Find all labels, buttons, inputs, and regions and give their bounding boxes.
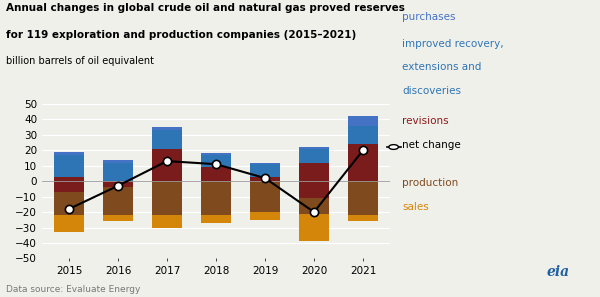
Bar: [250, 176, 280, 181]
Point: [309, 210, 319, 214]
Text: eia: eia: [547, 265, 569, 279]
Bar: [250, 212, 280, 220]
Text: billion barrels of oil equivalent: billion barrels of oil equivalent: [6, 56, 154, 67]
Point: [162, 159, 172, 163]
Bar: [201, 167, 231, 181]
Bar: [250, 163, 280, 164]
Text: net change: net change: [402, 140, 461, 150]
Bar: [103, 159, 133, 163]
Point: [260, 176, 270, 181]
Bar: [201, 181, 231, 215]
Bar: [299, 163, 329, 181]
Bar: [103, 163, 133, 181]
Bar: [54, 176, 83, 181]
Bar: [103, 181, 133, 187]
Bar: [349, 144, 378, 181]
Bar: [349, 181, 378, 215]
Bar: [152, 130, 182, 149]
Bar: [250, 181, 280, 212]
Bar: [250, 164, 280, 176]
Text: discoveries: discoveries: [402, 86, 461, 96]
Bar: [103, 181, 133, 215]
Text: sales: sales: [402, 202, 429, 212]
Text: improved recovery,: improved recovery,: [402, 39, 503, 49]
Bar: [299, 181, 329, 198]
Bar: [349, 215, 378, 221]
Text: Annual changes in global crude oil and natural gas proved reserves: Annual changes in global crude oil and n…: [6, 3, 405, 13]
Bar: [152, 127, 182, 130]
Bar: [103, 215, 133, 221]
Text: extensions and: extensions and: [402, 62, 481, 72]
Text: production: production: [402, 178, 458, 188]
Point: [64, 207, 74, 211]
Bar: [54, 215, 83, 232]
Bar: [54, 152, 83, 155]
Bar: [299, 147, 329, 149]
Bar: [299, 214, 329, 241]
Bar: [201, 155, 231, 167]
Bar: [299, 149, 329, 163]
Point: [358, 148, 368, 153]
Text: for 119 exploration and production companies (2015–2021): for 119 exploration and production compa…: [6, 30, 356, 40]
Bar: [201, 153, 231, 155]
Bar: [152, 181, 182, 215]
Bar: [54, 155, 83, 176]
Bar: [152, 215, 182, 228]
Bar: [299, 181, 329, 214]
Bar: [54, 181, 83, 192]
Point: [113, 184, 123, 188]
Text: purchases: purchases: [402, 12, 455, 22]
Text: Data source: Evaluate Energy: Data source: Evaluate Energy: [6, 285, 140, 294]
Bar: [54, 181, 83, 215]
Bar: [152, 149, 182, 181]
Point: [211, 162, 221, 167]
Bar: [349, 126, 378, 144]
Bar: [201, 215, 231, 223]
Text: revisions: revisions: [402, 116, 449, 126]
Bar: [349, 116, 378, 126]
